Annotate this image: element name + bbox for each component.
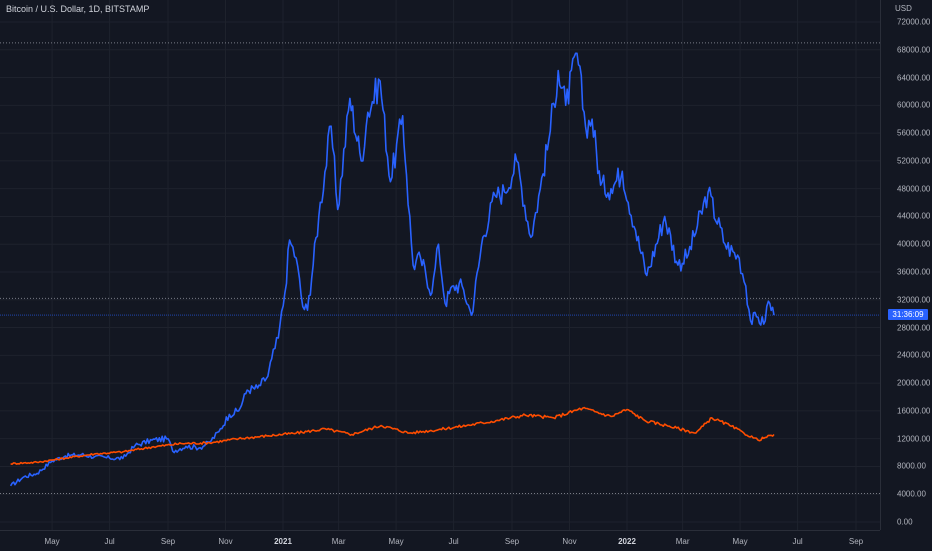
time-axis[interactable]: May Jul Sep Nov 2021 Mar May Jul Sep Nov 2022 Mar Ma… [0,530,880,551]
price-tick-label: 16000.00 [897,406,931,416]
time-tick-label: Sep [504,537,520,546]
price-tick-label: 0.00 [897,517,913,527]
price-tick-label: 60000.00 [897,100,931,110]
price-tick-label: 32000.00 [897,295,931,305]
price-tick-label: 24000.00 [897,350,931,360]
time-tick-label: Sep [160,537,176,546]
comparison-line [10,406,775,465]
chart-series [9,52,775,487]
time-tick-label: May [732,537,748,546]
price-tick-label: 40000.00 [897,239,931,249]
time-tick-label: 2022 [618,537,636,546]
time-tick-label: Jul [104,537,115,546]
currency-label: USD [895,4,912,13]
symbol-title[interactable]: Bitcoin / U.S. Dollar, 1D, BITSTAMP [6,4,150,14]
price-tick-label: 72000.00 [897,17,931,27]
price-tick-label: 44000.00 [897,211,931,221]
price-tick-label: 52000.00 [897,156,931,166]
time-tick-label: May [388,537,404,546]
time-tick-label: Jul [448,537,459,546]
price-chart[interactable] [0,0,880,530]
time-tick-label: Nov [562,537,577,546]
price-tick-label: 28000.00 [897,323,931,333]
price-tick-label: 36000.00 [897,267,931,277]
btc-price-line [9,52,775,487]
time-tick-label: Jul [792,537,803,546]
time-tick-label: Sep [848,537,864,546]
chart-plot-area[interactable]: Bitcoin / U.S. Dollar, 1D, BITSTAMP [0,0,880,530]
time-tick-label: May [44,537,60,546]
price-axis[interactable]: USD 72000.00 68000.00 64000.00 60000.00 5600… [880,0,932,530]
time-tick-label: Mar [675,537,690,546]
price-tick-label: 20000.00 [897,378,931,388]
price-tick-label: 68000.00 [897,45,931,55]
last-price-badge: 31:36:09 [888,309,928,321]
price-tick-label: 4000.00 [897,489,926,499]
time-tick-label: 2021 [274,537,292,546]
price-tick-label: 8000.00 [897,461,926,471]
time-tick-label: Mar [331,537,346,546]
price-tick-label: 12000.00 [897,434,931,444]
price-reference-lines [0,42,880,495]
time-tick-label: Nov [218,537,233,546]
price-tick-label: 64000.00 [897,73,931,83]
price-tick-label: 56000.00 [897,128,931,138]
chart-grid [0,0,880,530]
price-tick-label: 48000.00 [897,184,931,194]
